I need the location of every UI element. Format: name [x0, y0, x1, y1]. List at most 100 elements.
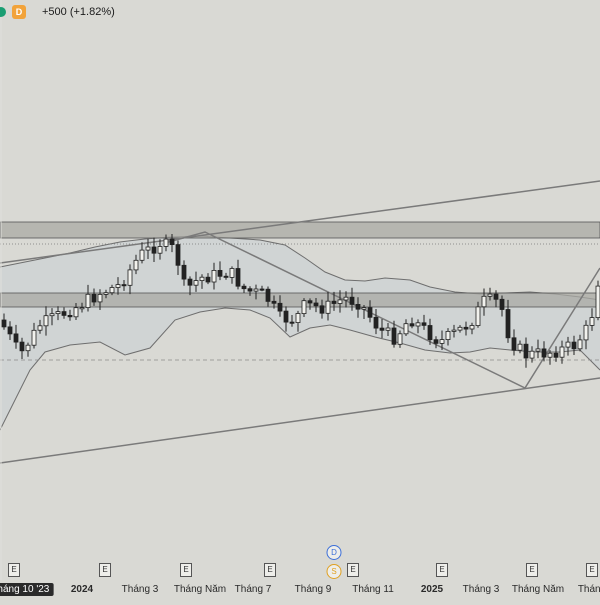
candle-down — [313, 302, 319, 307]
candle-up — [37, 325, 43, 331]
candle-down — [523, 343, 529, 359]
time-axis-label: Tháng 3 — [462, 584, 500, 595]
candle-down — [1, 319, 7, 328]
time-axis-label: 2025 — [420, 584, 444, 595]
price-change: +500 (+1.82%) — [42, 6, 115, 18]
candle-up — [103, 292, 109, 295]
candle-up — [127, 269, 133, 286]
candle-up — [469, 325, 475, 330]
candle-up — [487, 293, 493, 297]
earnings-event-marker[interactable]: E — [8, 563, 20, 577]
candle-down — [307, 300, 313, 304]
candle-down — [91, 293, 97, 303]
candle-up — [385, 327, 391, 331]
candle-down — [571, 341, 577, 350]
candle-up — [565, 341, 571, 348]
timeframe-badge[interactable]: D — [12, 5, 26, 19]
candle-down — [409, 323, 415, 327]
candle-up — [325, 300, 331, 314]
candle-up — [529, 350, 535, 359]
candle-up — [481, 295, 487, 308]
candle-up — [337, 299, 343, 304]
candle-down — [67, 314, 73, 318]
candle-down — [511, 337, 517, 351]
candle-down — [61, 311, 67, 316]
candle-up — [517, 343, 523, 351]
candle-down — [391, 327, 397, 345]
candle-up — [157, 246, 163, 254]
candle-down — [223, 275, 229, 278]
candle-up — [295, 313, 301, 324]
candle-down — [541, 348, 547, 358]
candle-down — [355, 303, 361, 310]
candle-down — [181, 264, 187, 280]
candle-up — [85, 293, 91, 308]
time-axis-label: Tháng Năm — [511, 584, 565, 595]
candle-up — [301, 300, 307, 315]
candle-up — [577, 339, 583, 350]
time-axis-label: Tháng 11 — [352, 584, 394, 595]
candle-down — [271, 300, 277, 304]
candle-down — [121, 284, 127, 287]
candle-down — [7, 326, 13, 335]
time-axis[interactable]: tháng 10 '23 2024 Tháng 3 Tháng Năm Tháng 7 T… — [0, 580, 600, 600]
candle-down — [349, 296, 355, 305]
market-open-indicator — [0, 7, 6, 17]
resistance-zone — [0, 221, 600, 239]
candle-down — [241, 285, 247, 290]
earnings-event-marker[interactable]: E — [180, 563, 192, 577]
lower-channel-line — [0, 377, 600, 464]
candle-up — [55, 311, 61, 315]
earnings-event-marker[interactable]: E — [347, 563, 359, 577]
candle-up — [211, 269, 217, 283]
earnings-event-marker[interactable]: E — [264, 563, 276, 577]
candle-up — [115, 284, 121, 288]
earnings-event-marker[interactable]: E — [99, 563, 111, 577]
candle-up — [73, 307, 79, 318]
candle-down — [367, 307, 373, 318]
earnings-event-marker[interactable]: E — [526, 563, 538, 577]
earnings-event-marker[interactable]: E — [436, 563, 448, 577]
candle-up — [145, 246, 151, 251]
time-axis-label: 2024 — [70, 584, 94, 595]
candle-down — [379, 327, 385, 331]
time-axis-label: Tháng 3 — [121, 584, 159, 595]
candle-down — [319, 305, 325, 314]
candle-up — [163, 238, 169, 247]
candle-up — [361, 307, 367, 310]
time-axis-label: Tháng 7 — [234, 584, 272, 595]
candle-up — [31, 329, 37, 346]
time-axis-label: Tháng — [577, 584, 600, 595]
candle-down — [235, 268, 241, 287]
candle-down — [277, 302, 283, 312]
candle-down — [373, 316, 379, 329]
candle-down — [175, 244, 181, 266]
candle-down — [259, 288, 265, 291]
time-axis-label: tháng 10 '23 — [0, 583, 54, 596]
bollinger-lower-line — [0, 307, 600, 431]
candle-down — [505, 309, 511, 339]
candle-down — [169, 238, 175, 246]
candle-down — [283, 310, 289, 323]
earnings-event-marker[interactable]: E — [586, 563, 598, 577]
candle-down — [499, 298, 505, 310]
candle-up — [49, 313, 55, 317]
candle-down — [19, 341, 25, 352]
candle-up — [445, 330, 451, 340]
candle-up — [559, 346, 565, 358]
candle-down — [247, 288, 253, 292]
candle-down — [421, 322, 427, 326]
candle-down — [427, 325, 433, 341]
candle-up — [583, 324, 589, 341]
candle-up — [397, 333, 403, 345]
candle-down — [187, 278, 193, 286]
candle-up — [253, 288, 259, 292]
candle-down — [205, 276, 211, 283]
split-event-marker[interactable]: S — [326, 564, 342, 579]
support-zone — [0, 292, 600, 308]
candle-up — [595, 285, 600, 319]
dividend-event-marker[interactable]: D — [326, 545, 342, 560]
candle-down — [217, 269, 223, 277]
